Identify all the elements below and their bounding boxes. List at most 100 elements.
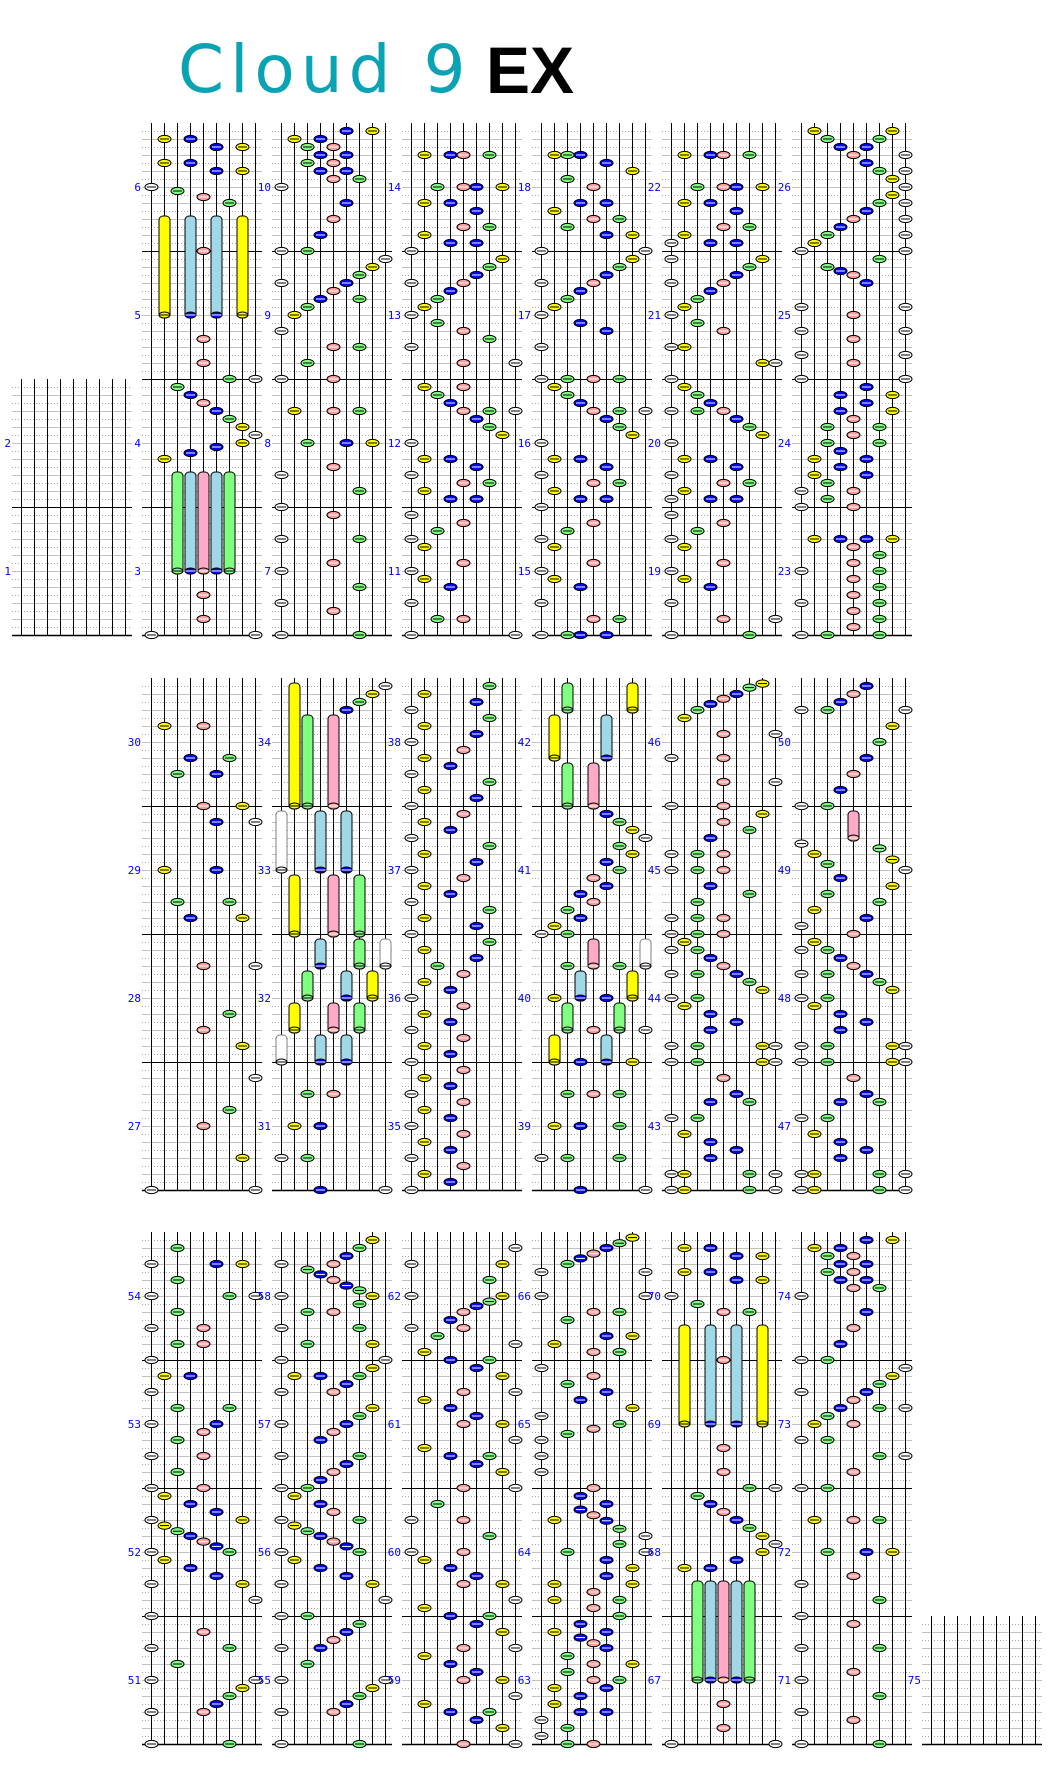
note-white	[404, 897, 419, 907]
note-blue	[703, 582, 718, 592]
note-yellow	[157, 454, 172, 464]
long-note-red	[327, 874, 340, 938]
note-green	[482, 1297, 497, 1306]
note-blue	[833, 446, 848, 456]
note-red	[716, 817, 731, 827]
note-yellow	[417, 1555, 432, 1565]
measure-number: 48	[778, 992, 791, 1005]
note-blue	[859, 142, 874, 152]
note-white	[794, 246, 809, 256]
note-white	[144, 182, 159, 192]
note-white	[794, 502, 809, 512]
note-white	[378, 254, 393, 264]
note-white	[404, 1323, 419, 1333]
note-blue	[729, 462, 744, 472]
note-white	[794, 1579, 809, 1589]
note-yellow	[547, 206, 562, 216]
note-yellow	[885, 534, 900, 544]
note-red	[846, 542, 861, 552]
note-yellow	[547, 1699, 562, 1709]
note-red	[456, 558, 471, 568]
note-yellow	[417, 574, 432, 584]
note-green	[560, 1723, 575, 1733]
note-green	[872, 1691, 887, 1701]
note-green	[222, 1403, 237, 1413]
note-blue	[599, 1516, 614, 1525]
note-yellow	[287, 1371, 302, 1381]
note-white	[508, 406, 523, 416]
note-blue	[573, 889, 588, 899]
note-red	[326, 406, 341, 416]
note-white	[664, 470, 679, 480]
note-green	[560, 1667, 575, 1677]
note-white	[274, 1387, 289, 1397]
note-green	[872, 1643, 887, 1653]
note-blue	[833, 406, 848, 416]
note-red	[846, 214, 861, 224]
note-white	[404, 278, 419, 288]
note-blue	[209, 442, 224, 452]
note-green	[222, 897, 237, 907]
note-blue	[599, 1387, 614, 1397]
note-blue	[833, 1009, 848, 1019]
note-green	[742, 630, 757, 640]
measure-number: 62	[388, 1290, 401, 1303]
note-green	[612, 841, 627, 851]
note-white	[794, 350, 809, 360]
note-green	[352, 1286, 367, 1295]
difficulty-label: EX	[486, 33, 575, 107]
note-green	[612, 1675, 627, 1685]
note-white	[404, 598, 419, 608]
note-white	[534, 1267, 549, 1277]
note-white	[274, 534, 289, 544]
note-red	[456, 222, 471, 232]
note-white	[248, 430, 263, 440]
note-yellow	[625, 430, 640, 440]
note-red	[456, 1419, 471, 1429]
note-yellow	[495, 254, 510, 264]
note-yellow	[547, 993, 562, 1003]
note-white	[248, 1675, 263, 1685]
note-yellow	[885, 1235, 900, 1245]
note-blue	[469, 921, 484, 931]
note-white	[638, 406, 653, 416]
note-white	[768, 1185, 783, 1195]
note-red	[586, 1025, 601, 1035]
note-white	[274, 1643, 289, 1653]
note-red	[456, 1387, 471, 1397]
note-green	[430, 614, 445, 624]
note-yellow	[287, 310, 302, 320]
note-red	[586, 1424, 601, 1433]
note-red	[846, 769, 861, 779]
note-yellow	[677, 150, 692, 160]
note-green	[742, 422, 757, 432]
note-white	[794, 1739, 809, 1749]
note-blue	[833, 697, 848, 707]
note-green	[430, 294, 445, 304]
note-blue	[469, 462, 484, 472]
note-yellow	[495, 1579, 510, 1589]
note-blue	[859, 1017, 874, 1027]
note-yellow	[417, 302, 432, 312]
measure-number: 1	[4, 565, 11, 578]
note-green	[560, 222, 575, 232]
measure-column	[662, 1232, 782, 1746]
note-yellow	[417, 454, 432, 464]
note-white	[274, 1547, 289, 1557]
note-white	[144, 1451, 159, 1461]
note-white	[404, 470, 419, 480]
note-blue	[183, 1499, 198, 1509]
note-white	[274, 326, 289, 336]
note-white	[404, 630, 419, 640]
measure-number: 61	[388, 1418, 401, 1431]
note-red	[456, 382, 471, 392]
note-white	[404, 1153, 419, 1163]
note-blue	[729, 1555, 744, 1565]
note-blue	[833, 785, 848, 795]
note-blue	[339, 126, 354, 136]
note-red	[456, 1065, 471, 1075]
note-green	[612, 1595, 627, 1605]
note-yellow	[417, 1169, 432, 1179]
measure-number: 63	[518, 1674, 531, 1687]
note-green	[820, 945, 835, 955]
